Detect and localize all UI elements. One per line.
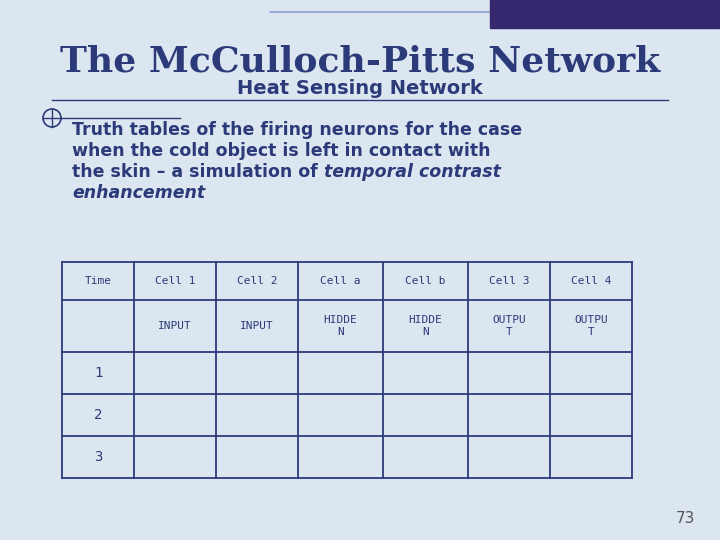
Text: Truth tables of the firing neurons for the case: Truth tables of the firing neurons for t… bbox=[72, 121, 522, 139]
Text: OUTPU
T: OUTPU T bbox=[492, 315, 526, 337]
Text: 3: 3 bbox=[94, 450, 102, 464]
Text: 73: 73 bbox=[675, 511, 695, 526]
Text: when the cold object is left in contact with: when the cold object is left in contact … bbox=[72, 142, 490, 160]
Text: INPUT: INPUT bbox=[240, 321, 274, 331]
Text: The McCulloch-Pitts Network: The McCulloch-Pitts Network bbox=[60, 45, 660, 79]
Text: Cell 3: Cell 3 bbox=[489, 276, 529, 286]
Text: HIDDE
N: HIDDE N bbox=[323, 315, 357, 337]
Text: 1: 1 bbox=[94, 366, 102, 380]
Text: Time: Time bbox=[84, 276, 112, 286]
Text: 2: 2 bbox=[94, 408, 102, 422]
Text: Cell 4: Cell 4 bbox=[571, 276, 611, 286]
Text: Heat Sensing Network: Heat Sensing Network bbox=[237, 78, 483, 98]
Text: OUTPU
T: OUTPU T bbox=[574, 315, 608, 337]
Text: the skin – a simulation of: the skin – a simulation of bbox=[72, 163, 324, 181]
Text: Cell 1: Cell 1 bbox=[155, 276, 195, 286]
Text: temporal contrast: temporal contrast bbox=[324, 163, 500, 181]
Text: Cell a: Cell a bbox=[320, 276, 361, 286]
Text: enhancement: enhancement bbox=[72, 184, 205, 202]
Bar bbox=[490, 0, 720, 28]
Text: INPUT: INPUT bbox=[158, 321, 192, 331]
Text: HIDDE
N: HIDDE N bbox=[409, 315, 442, 337]
Text: Cell b: Cell b bbox=[405, 276, 446, 286]
Text: Cell 2: Cell 2 bbox=[237, 276, 277, 286]
